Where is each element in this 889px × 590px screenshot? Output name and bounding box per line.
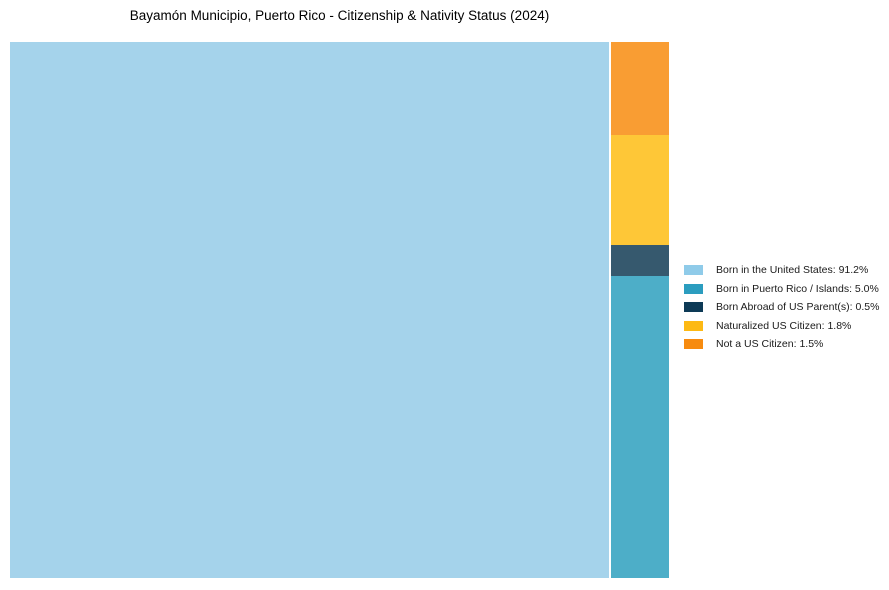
treemap-block-not-a-us-citizen — [611, 42, 669, 135]
chart-title: Bayamón Municipio, Puerto Rico - Citizen… — [129, 8, 550, 23]
legend-label-naturalized-us-citizen: Naturalized US Citizen: 1.8% — [716, 319, 852, 332]
legend-swatch-born-abroad-of-us-parents — [684, 302, 703, 312]
legend-swatch-born-in-united-states — [684, 265, 703, 275]
legend-label-born-abroad-of-us-parents: Born Abroad of US Parent(s): 0.5% — [716, 301, 880, 313]
treemap-block-born-in-united-states — [10, 42, 609, 578]
legend-item-not-a-us-citizen: Not a US Citizen: 1.5% — [684, 338, 879, 350]
treemap-block-born-abroad-of-us-parents — [611, 245, 669, 276]
legend-item-born-in-puerto-rico-islands: Born in Puerto Rico / Islands: 5.0% — [684, 282, 879, 295]
legend-label-born-in-puerto-rico-islands: Born in Puerto Rico / Islands: 5.0% — [716, 282, 879, 295]
legend-swatch-naturalized-us-citizen — [684, 320, 703, 331]
treemap-block-born-in-puerto-rico-islands — [611, 276, 669, 578]
legend-item-born-in-united-states: Born in the United States: 91.2% — [684, 264, 879, 276]
treemap-right-column — [611, 42, 669, 578]
legend-item-born-abroad-of-us-parents: Born Abroad of US Parent(s): 0.5% — [684, 301, 880, 313]
legend: Born in the United States: 91.2% Born in… — [684, 264, 880, 358]
legend-item-naturalized-us-citizen: Naturalized US Citizen: 1.8% — [684, 319, 879, 332]
legend-swatch-born-in-puerto-rico-islands — [684, 283, 703, 294]
legend-label-not-a-us-citizen: Not a US Citizen: 1.5% — [716, 338, 824, 350]
treemap-block-naturalized-us-citizen — [611, 135, 669, 245]
treemap-plot — [10, 42, 669, 578]
legend-label-born-in-united-states: Born in the United States: 91.2% — [716, 264, 869, 276]
legend-swatch-not-a-us-citizen — [684, 339, 703, 349]
